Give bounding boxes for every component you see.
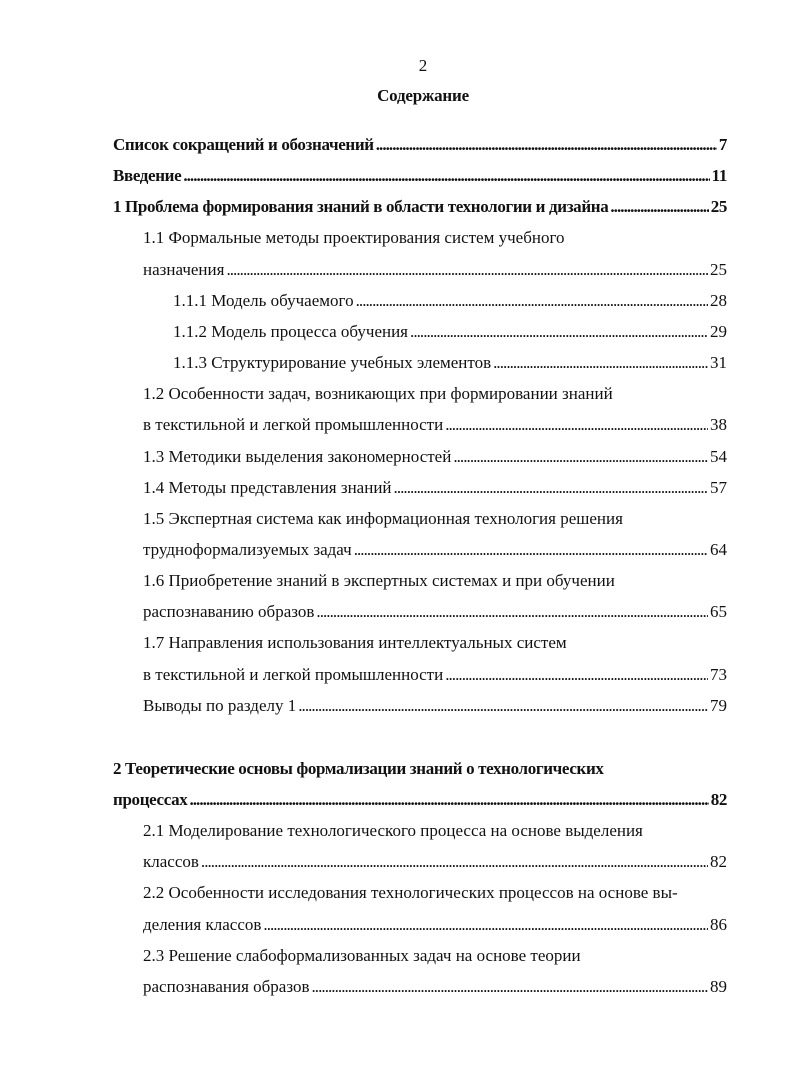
- toc-entry: распознавания образов 89: [143, 975, 727, 999]
- toc-entry-title: в текстильной и легкой промышленности: [143, 664, 444, 684]
- page-title: Содержание: [377, 86, 469, 105]
- toc-entry-page: 28: [710, 290, 727, 310]
- dot-leader: [183, 164, 709, 188]
- toc-entry-title: деления классов: [143, 914, 262, 934]
- toc-entry: в текстильной и легкой промышленности 38: [143, 413, 727, 437]
- toc-entry-page: 11: [711, 166, 728, 186]
- toc-entry-page: 82: [710, 790, 728, 809]
- dot-leader: [312, 975, 709, 999]
- toc-entry: 1.6 Приобретение знаний в экспертных сис…: [143, 569, 615, 593]
- dot-leader: [316, 600, 708, 624]
- toc-entry: Список сокращений и обозначений 7: [113, 133, 727, 157]
- toc-entry-page: 25: [710, 197, 728, 217]
- toc-entry-title: 1.5 Экспертная система как информационна…: [143, 508, 623, 528]
- dot-leader: [445, 663, 708, 687]
- dot-leader: [354, 538, 708, 562]
- toc-entry-title: 2 Теоретические основы формализации знан…: [113, 758, 604, 778]
- page-number: 2: [418, 56, 428, 75]
- toc-entry: 1.2 Особенности задач, возникающих при ф…: [143, 382, 613, 406]
- toc-entry-page: 64: [710, 539, 727, 559]
- dot-leader: [263, 913, 708, 937]
- toc-entry: 1.3 Методики выделения закономерностей 54: [143, 445, 727, 469]
- toc-entry: распознаванию образов 65: [143, 600, 727, 624]
- toc-entry: 1.4 Методы представления знаний 57: [143, 476, 727, 500]
- dot-leader: [610, 195, 708, 219]
- toc-entry-title: 1.1.3 Структурирование учебных элементов: [173, 353, 492, 373]
- toc-entry-title: Введение: [113, 166, 182, 186]
- toc-entry: процессах 82: [113, 788, 727, 812]
- toc-entry-title: 1.1.1 Модель обучаемого: [173, 290, 354, 310]
- toc-entry-title: 1.1 Формальные методы проектирования сис…: [143, 228, 565, 248]
- toc-entry-title: классов: [143, 852, 199, 872]
- toc-entry: 2.3 Решение слабоформализованных задач н…: [143, 944, 581, 968]
- toc-entry-title: 1.3 Методики выделения закономерностей: [143, 446, 452, 466]
- toc-entry-page: 25: [710, 259, 727, 279]
- toc-entry-title: 1.1.2 Модель процесса обучения: [173, 321, 409, 341]
- toc-entry-title: распознаванию образов: [143, 602, 315, 622]
- toc-entry-page: 38: [710, 415, 727, 435]
- dot-leader: [394, 476, 708, 500]
- toc-entry-title: Список сокращений и обозначений: [113, 135, 374, 154]
- toc-entry: Введение 11: [113, 164, 727, 188]
- dot-leader: [189, 788, 708, 812]
- toc-entry-page: 54: [710, 446, 727, 466]
- toc-entry-title: 2.2 Особенности исследования технологиче…: [143, 883, 678, 903]
- toc-entry-title: Выводы по разделу 1: [143, 695, 297, 715]
- toc-entry-page: 79: [710, 695, 727, 715]
- toc-entry: 2 Теоретические основы формализации знан…: [113, 757, 604, 781]
- toc-entry: 1.1.1 Модель обучаемого 28: [173, 289, 727, 313]
- dot-leader: [453, 445, 708, 469]
- toc-entry: 1.1 Формальные методы проектирования сис…: [143, 226, 565, 250]
- dot-leader: [298, 694, 708, 718]
- toc-entry-page: 82: [710, 852, 727, 872]
- toc-entry-title: 2.1 Моделирование технологического проце…: [143, 821, 643, 841]
- toc-entry: деления классов 86: [143, 913, 727, 937]
- toc-entry-title: трудноформализуемых задач: [143, 539, 352, 559]
- toc-entry-title: 1.7 Направления использования интеллекту…: [143, 633, 567, 653]
- toc-entry-title: 1.4 Методы представления знаний: [143, 477, 392, 497]
- toc-entry-title: 2.3 Решение слабоформализованных задач н…: [143, 945, 581, 965]
- dot-leader: [493, 351, 708, 375]
- toc-entry-title: 1.2 Особенности задач, возникающих при ф…: [143, 384, 613, 404]
- toc-entry-page: 89: [710, 976, 727, 996]
- dot-leader: [376, 133, 717, 157]
- toc-entry: 2.1 Моделирование технологического проце…: [143, 819, 643, 843]
- toc-entry-page: 86: [710, 914, 727, 934]
- dot-leader: [226, 258, 708, 282]
- toc-entry-page: 29: [710, 321, 727, 341]
- toc-entry-title: в текстильной и легкой промышленности: [143, 415, 444, 435]
- toc-entry-page: 73: [710, 664, 727, 684]
- toc-entry: 1 Проблема формирования знаний в области…: [113, 195, 727, 219]
- toc-entry: 1.1.2 Модель процесса обучения 29: [173, 320, 727, 344]
- toc-entry-title: процессах: [113, 790, 188, 809]
- toc-entry: классов 82: [143, 850, 727, 874]
- toc-entry-title: назначения: [143, 259, 225, 279]
- toc-entry: 2.2 Особенности исследования технологиче…: [143, 881, 678, 905]
- toc-entry: 1.7 Направления использования интеллекту…: [143, 631, 567, 655]
- dot-leader: [410, 320, 708, 344]
- toc-entry-page: 31: [710, 353, 727, 373]
- toc-entry-page: 57: [710, 477, 727, 497]
- toc-entry-title: 1 Проблема формирования знаний в области…: [113, 197, 609, 217]
- toc-entry: назначения 25: [143, 258, 727, 282]
- toc-entry-title: 1.6 Приобретение знаний в экспертных сис…: [143, 571, 615, 591]
- toc-entry: в текстильной и легкой промышленности 73: [143, 663, 727, 687]
- toc-entry-page: 7: [718, 135, 728, 154]
- dot-leader: [356, 289, 708, 313]
- dot-leader: [201, 850, 708, 874]
- toc-entry-page: 65: [710, 602, 727, 622]
- toc-entry: трудноформализуемых задач 64: [143, 538, 727, 562]
- toc-entry: 1.5 Экспертная система как информационна…: [143, 507, 623, 531]
- toc-entry-title: распознавания образов: [143, 976, 310, 996]
- dot-leader: [445, 413, 708, 437]
- toc-entry: Выводы по разделу 1 79: [143, 694, 727, 718]
- toc-entry: 1.1.3 Структурирование учебных элементов…: [173, 351, 727, 375]
